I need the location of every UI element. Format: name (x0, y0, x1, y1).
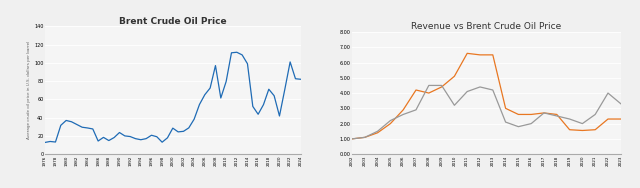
Revenue (579, 129, 586, 132)
Line: Brent crude: Brent crude (352, 85, 621, 139)
Revenue (438, 86, 445, 88)
Brent crude (399, 113, 407, 116)
Revenue (425, 92, 433, 94)
Brent crude (412, 109, 420, 111)
Revenue (617, 118, 625, 120)
Revenue (591, 129, 599, 131)
Brent crude (604, 92, 612, 94)
Revenue (476, 54, 484, 56)
Brent crude (540, 112, 548, 114)
Revenue (374, 132, 381, 134)
Revenue (399, 109, 407, 111)
Brent crude (591, 113, 599, 116)
Revenue (451, 75, 458, 77)
Brent crude (515, 126, 522, 128)
Revenue (348, 138, 356, 140)
Brent crude (489, 89, 497, 91)
Brent crude (566, 118, 573, 120)
Revenue (604, 118, 612, 120)
Revenue (527, 113, 535, 116)
Brent crude (451, 104, 458, 106)
Revenue (463, 52, 471, 55)
Revenue (502, 107, 509, 109)
Brent crude (348, 138, 356, 140)
Brent crude (438, 84, 445, 86)
Title: Brent Crude Oil Price: Brent Crude Oil Price (119, 17, 227, 26)
Brent crude (425, 84, 433, 86)
Y-axis label: Average crude oil price in U.S. dollars per barrel: Average crude oil price in U.S. dollars … (28, 41, 31, 139)
Revenue (540, 112, 548, 114)
Revenue (412, 89, 420, 91)
Revenue (515, 113, 522, 116)
Brent crude (361, 136, 369, 139)
Brent crude (527, 123, 535, 125)
Brent crude (374, 130, 381, 132)
Brent crude (476, 86, 484, 88)
Title: Revenue vs Brent Crude Oil Price: Revenue vs Brent Crude Oil Price (412, 22, 561, 31)
Brent crude (579, 123, 586, 125)
Revenue (387, 123, 394, 125)
Revenue (566, 129, 573, 131)
Brent crude (502, 121, 509, 123)
Line: Revenue: Revenue (352, 53, 621, 139)
Revenue (553, 113, 561, 116)
Revenue (361, 136, 369, 139)
Revenue (489, 54, 497, 56)
Brent crude (387, 119, 394, 122)
Brent crude (617, 103, 625, 105)
Brent crude (463, 90, 471, 93)
Brent crude (553, 115, 561, 117)
